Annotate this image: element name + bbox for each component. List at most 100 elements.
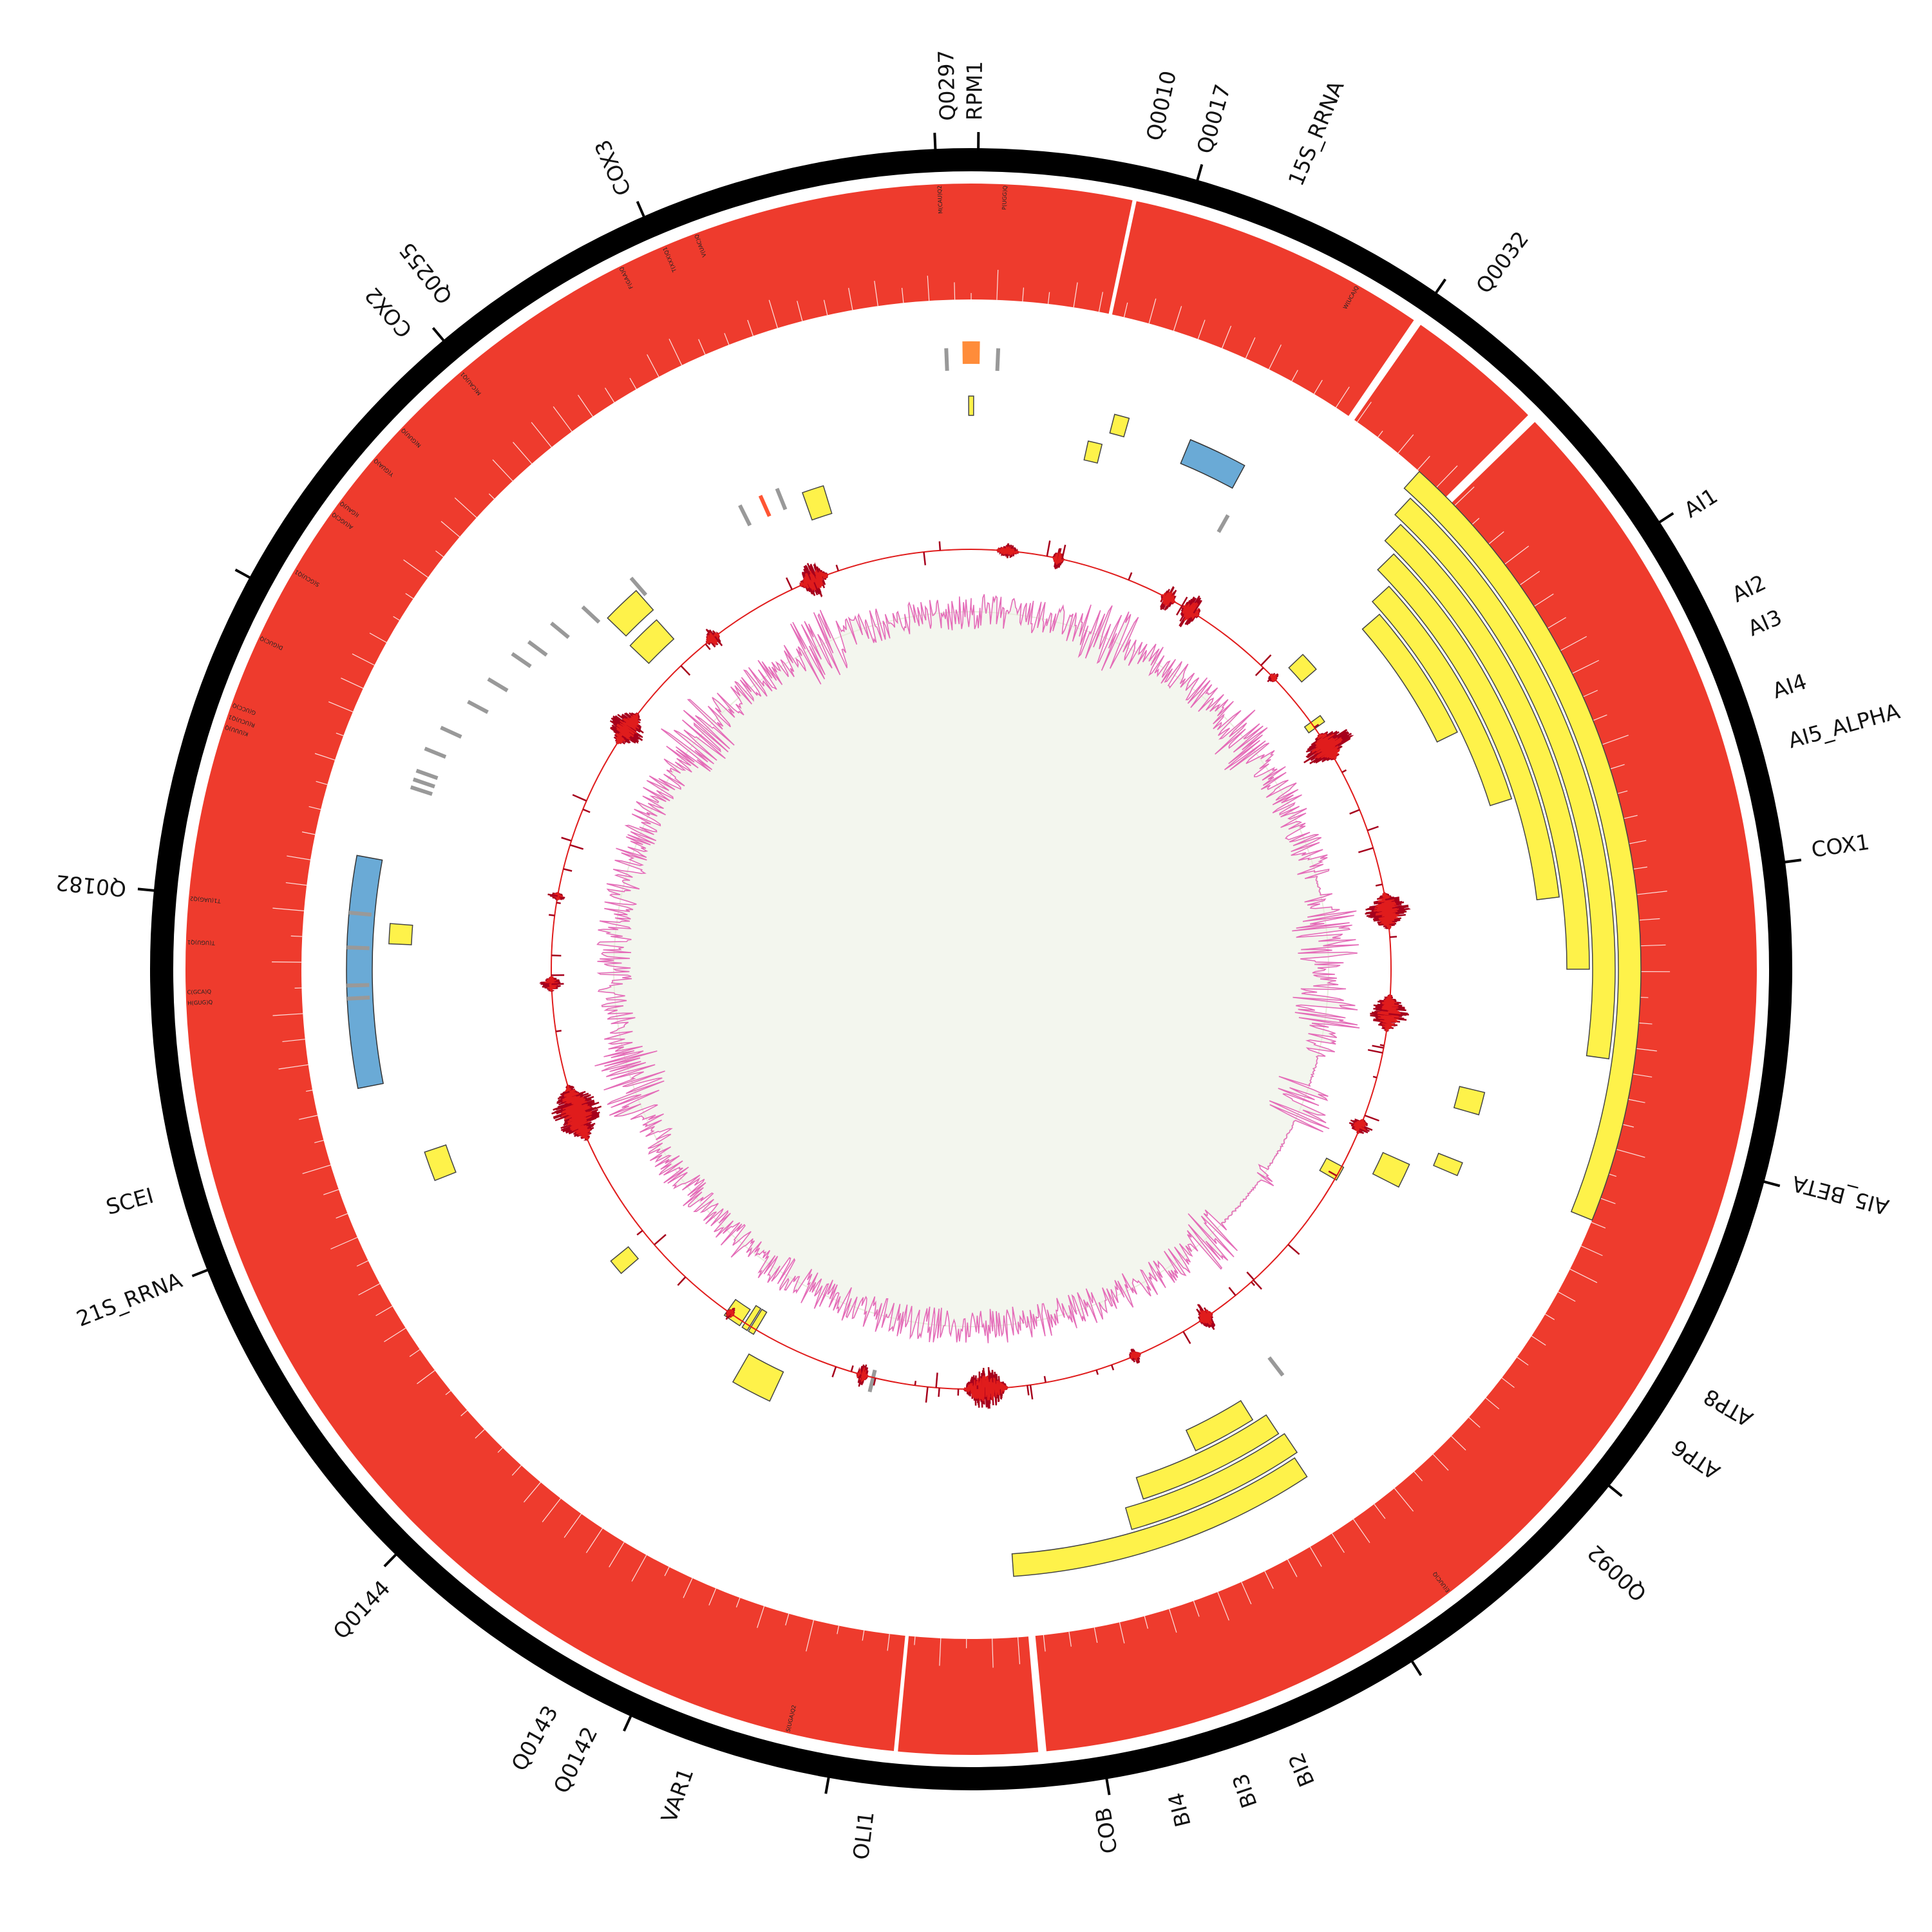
trna-tick bbox=[346, 945, 370, 951]
coverage-notch bbox=[1022, 287, 1025, 302]
gene-label: BI2 bbox=[1283, 1749, 1320, 1790]
coverage-notch bbox=[1043, 1634, 1046, 1652]
coverage-notch bbox=[306, 1090, 313, 1092]
trna-tick bbox=[1217, 514, 1230, 533]
skew-spike bbox=[1061, 544, 1066, 560]
coverage-notch bbox=[1417, 455, 1430, 471]
coverage-notch bbox=[282, 1039, 305, 1043]
skew-burst-light bbox=[1269, 674, 1278, 682]
coverage-notch bbox=[316, 781, 328, 785]
gene-tick bbox=[1640, 512, 1674, 536]
coverage-gap bbox=[893, 1633, 909, 1754]
coverage-notch bbox=[1144, 1616, 1148, 1629]
skew-spike bbox=[1255, 667, 1264, 676]
oli1-box bbox=[723, 1298, 751, 1327]
skew-spike bbox=[850, 1365, 854, 1372]
skew-burst-light bbox=[726, 1309, 735, 1317]
skew-burst-light bbox=[857, 1367, 869, 1382]
skew-spike bbox=[1287, 1244, 1300, 1255]
q0144-box bbox=[610, 1246, 639, 1274]
trna-tick bbox=[487, 677, 509, 692]
coverage-notch bbox=[299, 1115, 318, 1120]
gene-tick bbox=[431, 327, 459, 359]
coverage-notch bbox=[1560, 636, 1587, 651]
coverage-notch bbox=[531, 422, 552, 448]
coverage-notch bbox=[1501, 1378, 1515, 1388]
gene-label: COB bbox=[1090, 1806, 1122, 1855]
coverage-notch bbox=[323, 1189, 339, 1195]
coverage-notch bbox=[1639, 918, 1660, 921]
coverage-notch bbox=[1609, 1173, 1617, 1177]
coverage-notch bbox=[1331, 1533, 1345, 1553]
skew-spike bbox=[556, 1030, 562, 1032]
trna-tick bbox=[738, 504, 752, 527]
coverage-notch bbox=[785, 1613, 790, 1625]
coverage-notch bbox=[1545, 1314, 1555, 1320]
coverage-notch bbox=[1017, 1637, 1021, 1665]
skew-spike bbox=[1228, 1287, 1236, 1296]
skew-spike bbox=[1385, 896, 1399, 901]
coverage-notch bbox=[417, 1370, 435, 1385]
skew-spike bbox=[1375, 883, 1383, 887]
skew-spike bbox=[549, 914, 555, 916]
rpm1-box bbox=[968, 395, 974, 416]
gene-label: COX3 bbox=[589, 136, 636, 200]
trna-tick bbox=[467, 699, 489, 714]
coverage-notch bbox=[1571, 659, 1599, 674]
coverage-notch bbox=[336, 732, 344, 737]
coverage-notch bbox=[1436, 465, 1458, 488]
coverage-notch bbox=[1580, 1245, 1603, 1256]
sceI-box bbox=[424, 1144, 457, 1181]
gene-label: Q0297 bbox=[933, 50, 960, 121]
coverage-notch bbox=[445, 1390, 451, 1396]
trna-label: T(UGU)Q1 bbox=[187, 938, 216, 946]
skew-spike bbox=[561, 837, 572, 842]
skew-spike bbox=[1388, 1013, 1403, 1016]
coverage-notch bbox=[768, 299, 778, 328]
skew-spike bbox=[1110, 1365, 1115, 1370]
skew-spike bbox=[1367, 1048, 1383, 1054]
gene-tick bbox=[137, 887, 176, 895]
coverage-notch bbox=[1068, 1631, 1072, 1647]
coverage-notch bbox=[1531, 1335, 1546, 1346]
coverage-notch bbox=[1454, 486, 1475, 506]
15s-rrna-box bbox=[1180, 439, 1245, 489]
gene-tick bbox=[1399, 1642, 1423, 1676]
coverage-notch bbox=[992, 1638, 994, 1668]
cob-exon-2 bbox=[1124, 1433, 1298, 1530]
gc-content-line bbox=[594, 594, 1360, 1343]
gene-label: BI4 bbox=[1163, 1790, 1196, 1830]
gene-tick bbox=[1763, 858, 1802, 867]
skew-spike bbox=[714, 636, 723, 647]
gene-label: Q0092 bbox=[1582, 1540, 1651, 1607]
gene-label: COX2 bbox=[360, 282, 417, 343]
skew-spike bbox=[1390, 936, 1397, 938]
trna-tick bbox=[944, 348, 949, 371]
trna-label: H(GUG)Q bbox=[187, 999, 213, 1007]
skew-burst bbox=[996, 543, 1019, 558]
trna-tick bbox=[511, 652, 532, 668]
coverage-notch bbox=[901, 287, 904, 303]
skew-spike bbox=[1314, 723, 1320, 728]
gene-label: 21S_RRNA bbox=[73, 1267, 185, 1332]
skew-spike bbox=[831, 1366, 837, 1378]
coverage-notch bbox=[874, 281, 878, 307]
coverage-notch bbox=[1591, 1222, 1606, 1229]
gene-label: OLI1 bbox=[848, 1810, 879, 1861]
coverage-notch bbox=[1245, 337, 1256, 359]
skew-spike bbox=[1182, 1331, 1191, 1345]
skew-spike bbox=[923, 552, 927, 565]
coverage-notch bbox=[1394, 1488, 1414, 1512]
skew-spike bbox=[1095, 1369, 1099, 1375]
coverage-notch bbox=[1073, 282, 1078, 308]
skew-spike bbox=[1364, 1114, 1379, 1122]
coverage-notch bbox=[341, 677, 364, 689]
skew-spike bbox=[569, 844, 584, 850]
coverage-notch bbox=[1629, 840, 1647, 844]
coverage-notch bbox=[848, 288, 853, 310]
coverage-notch bbox=[1569, 1269, 1598, 1283]
coverage-notch bbox=[287, 855, 311, 860]
coverage-notch bbox=[1636, 891, 1667, 895]
trna-label: C(GCA)Q bbox=[187, 989, 211, 996]
gene-label: ATP6 bbox=[1667, 1435, 1725, 1485]
